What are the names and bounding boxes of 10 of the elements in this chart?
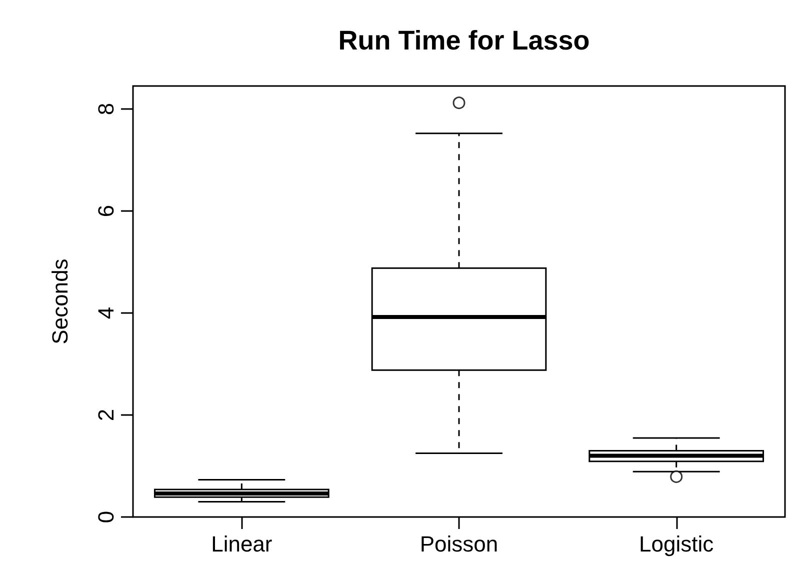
y-tick-label: 4 xyxy=(94,306,118,320)
x-tick-label: Poisson xyxy=(420,532,498,556)
x-tick-label: Linear xyxy=(211,532,272,556)
y-tick-label: 2 xyxy=(94,408,118,422)
chart-title: Run Time for Lasso xyxy=(338,26,590,56)
y-tick-label: 0 xyxy=(94,510,118,524)
y-tick-label: 8 xyxy=(94,102,118,116)
y-axis-title: Seconds xyxy=(48,258,72,344)
x-tick-label: Logistic xyxy=(639,532,714,556)
y-tick-label: 6 xyxy=(94,204,118,218)
